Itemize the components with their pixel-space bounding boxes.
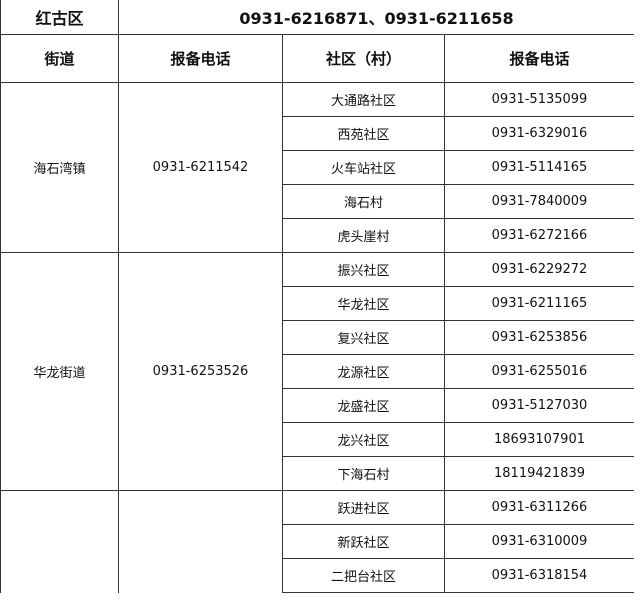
community-phone: 0931-6310009 bbox=[444, 524, 635, 559]
community-name: 新跃社区 bbox=[282, 524, 445, 559]
community-phone: 0931-6329016 bbox=[444, 116, 635, 151]
street-phone: 0931-6211542 bbox=[118, 82, 283, 253]
street-phone bbox=[118, 490, 283, 593]
community-phone: 0931-6311266 bbox=[444, 490, 635, 525]
table-row: 龙盛社区 0931-5127030 bbox=[1, 388, 635, 423]
community-name: 华龙社区 bbox=[282, 286, 445, 321]
community-phone: 0931-7840009 bbox=[444, 184, 635, 219]
street-name bbox=[0, 490, 119, 593]
community-name: 龙兴社区 bbox=[282, 422, 445, 457]
community-phone: 0931-6211165 bbox=[444, 286, 635, 321]
table-row: 下海石村 18119421839 bbox=[1, 456, 635, 491]
community-phone: 0931-6255016 bbox=[444, 354, 635, 389]
community-name: 西苑社区 bbox=[282, 116, 445, 151]
table-row: 二把台社区 0931-6318154 bbox=[1, 558, 635, 593]
table-row: 火车站社区 0931-5114165 bbox=[1, 150, 635, 185]
table-row: 西苑社区 0931-6329016 bbox=[1, 116, 635, 151]
street-name: 华龙街道 bbox=[0, 252, 119, 491]
table-row: 新跃社区 0931-6310009 bbox=[1, 524, 635, 559]
community-phone: 18119421839 bbox=[444, 456, 635, 491]
table-row: 复兴社区 0931-6253856 bbox=[1, 320, 635, 355]
community-name: 下海石村 bbox=[282, 456, 445, 491]
community-phone: 0931-6272166 bbox=[444, 218, 635, 253]
community-phone: 0931-5114165 bbox=[444, 150, 635, 185]
community-name: 振兴社区 bbox=[282, 252, 445, 287]
community-phone: 0931-5127030 bbox=[444, 388, 635, 423]
district-row: 红古区 0931-6216871、0931-6211658 bbox=[0, 0, 635, 35]
community-phone: 18693107901 bbox=[444, 422, 635, 457]
header-street-phone: 报备电话 bbox=[118, 34, 283, 83]
street-phone: 0931-6253526 bbox=[118, 252, 283, 491]
header-community: 社区（村） bbox=[282, 34, 445, 83]
district-phones: 0931-6216871、0931-6211658 bbox=[118, 0, 635, 35]
table-row: 华龙社区 0931-6211165 bbox=[1, 286, 635, 321]
table-row: 华龙街道 0931-6253526 振兴社区 0931-6229272 bbox=[0, 252, 635, 491]
community-name: 龙源社区 bbox=[282, 354, 445, 389]
street-name: 海石湾镇 bbox=[0, 82, 119, 253]
table-row: 海石村 0931-7840009 bbox=[1, 184, 635, 219]
contact-table: 红古区 0931-6216871、0931-6211658 街道 报备电话 社区… bbox=[0, 0, 635, 593]
community-name: 跃进社区 bbox=[282, 490, 445, 525]
community-phone: 0931-6229272 bbox=[444, 252, 635, 287]
community-name: 二把台社区 bbox=[282, 558, 445, 593]
community-name: 大通路社区 bbox=[282, 82, 445, 117]
table-row: 跃进社区 0931-6311266 bbox=[0, 490, 635, 593]
community-name: 虎头崖村 bbox=[282, 218, 445, 253]
community-phone: 0931-6253856 bbox=[444, 320, 635, 355]
table-row: 海石湾镇 0931-6211542 大通路社区 0931-5135099 bbox=[0, 82, 635, 253]
community-name: 复兴社区 bbox=[282, 320, 445, 355]
table-row: 龙兴社区 18693107901 bbox=[1, 422, 635, 457]
community-name: 龙盛社区 bbox=[282, 388, 445, 423]
table-row: 龙源社区 0931-6255016 bbox=[1, 354, 635, 389]
header-row: 街道 报备电话 社区（村） 报备电话 bbox=[0, 34, 635, 83]
header-community-phone: 报备电话 bbox=[444, 34, 635, 83]
community-phone: 0931-5135099 bbox=[444, 82, 635, 117]
community-phone: 0931-6318154 bbox=[444, 558, 635, 593]
district-name: 红古区 bbox=[0, 0, 119, 35]
community-name: 火车站社区 bbox=[282, 150, 445, 185]
community-name: 海石村 bbox=[282, 184, 445, 219]
table-row: 虎头崖村 0931-6272166 bbox=[1, 218, 635, 253]
page-edge bbox=[634, 0, 640, 605]
header-street: 街道 bbox=[0, 34, 119, 83]
